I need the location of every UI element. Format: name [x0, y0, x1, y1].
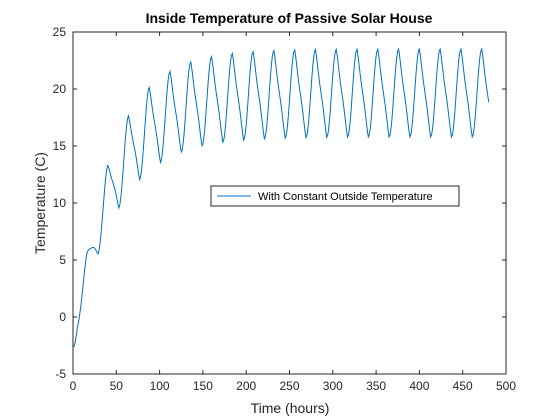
y-tick-label: 10 — [53, 196, 67, 210]
x-tick-label: 50 — [110, 379, 124, 393]
chart-title: Inside Temperature of Passive Solar Hous… — [146, 10, 433, 26]
legend: With Constant Outside Temperature — [210, 185, 460, 207]
y-tick-label: 25 — [53, 25, 67, 39]
x-tick-label: 500 — [496, 379, 516, 393]
y-tick-label: 0 — [59, 310, 66, 324]
x-tick-label: 400 — [409, 379, 429, 393]
y-tick-label: -5 — [55, 367, 66, 381]
y-tick-label: 5 — [59, 253, 66, 267]
x-tick-label: 450 — [453, 379, 473, 393]
x-tick-label: 300 — [323, 379, 343, 393]
x-tick-label: 250 — [279, 379, 299, 393]
series-line — [72, 47, 490, 349]
x-tick-label: 0 — [70, 379, 77, 393]
x-axis-label: Time (hours) — [251, 400, 330, 416]
y-tick-label: 20 — [53, 82, 67, 96]
axis-ticks: 0 50 100 150 200 250 300 350 400 450 500 -5 0 5 10 15 20… — [53, 25, 517, 393]
y-tick-label: 15 — [53, 139, 67, 153]
x-tick-label: 350 — [366, 379, 386, 393]
x-tick-label: 100 — [150, 379, 170, 393]
legend-label: With Constant Outside Temperature — [258, 191, 433, 203]
y-axis-label: Temperature (C) — [32, 152, 48, 254]
x-tick-label: 150 — [193, 379, 213, 393]
legend-box — [210, 185, 460, 207]
x-tick-label: 200 — [236, 379, 256, 393]
